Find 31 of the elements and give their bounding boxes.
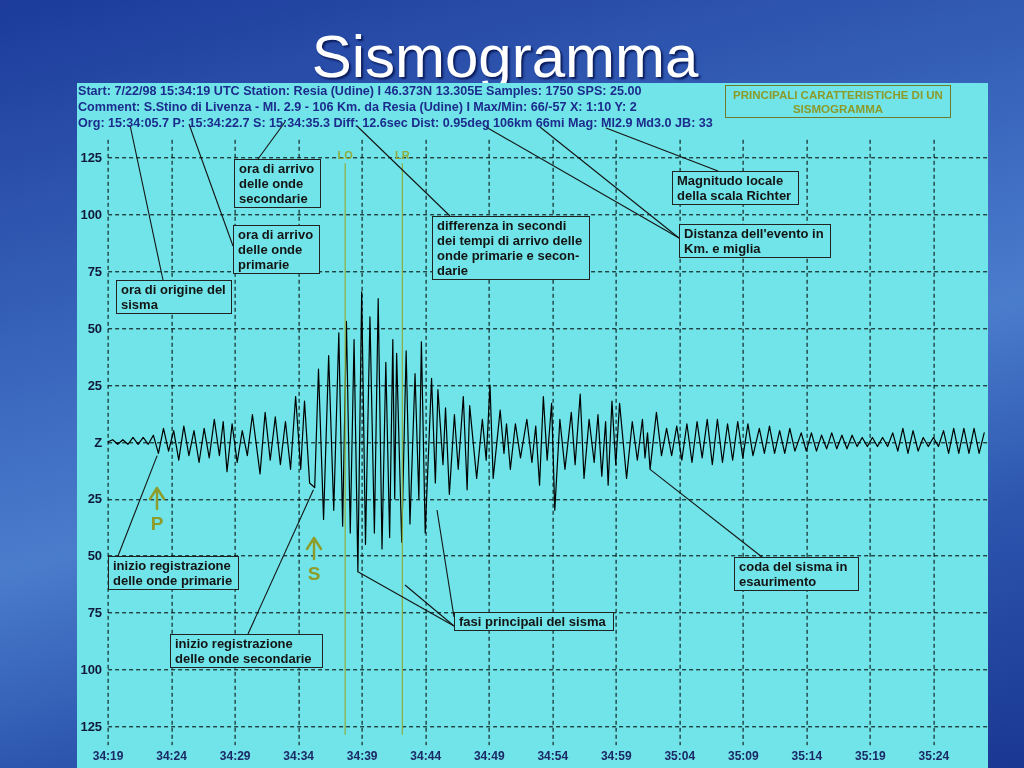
y-tick-label: 75 [87, 263, 103, 279]
x-tick-label: 34:49 [473, 749, 505, 764]
x-tick-label: 35:14 [791, 749, 823, 764]
x-tick-label: 34:29 [219, 749, 251, 764]
y-tick-label: 25 [87, 491, 103, 507]
x-tick-label: 34:39 [346, 749, 378, 764]
text: Org: 15:34:05.7 P: 15:34:22.7 S: 15:34:35.3 Diff: 12.6sec Dist: 0.95deg 106km 66mi Mag: Ml2.9 Md3.0 JB: 33 [78, 116, 713, 131]
x-tick-label: 34:59 [600, 749, 632, 764]
y-tick-label: Z [94, 434, 103, 450]
x-tick-label: 34:19 [92, 749, 124, 764]
y-tick-label: 125 [80, 718, 103, 734]
y-tick-label: 50 [87, 320, 103, 336]
ref-line-label: LR [395, 149, 410, 162]
x-tick-label: 34:34 [283, 749, 315, 764]
y-tick-label: 125 [80, 150, 103, 166]
x-tick-label: 35:04 [664, 749, 696, 764]
text: Comment: S.Stino di Livenza - Ml. 2.9 - 106 Km. da Resia (Udine) I Max/Min: 66/-57 X: 1:10 Y: 2 [78, 100, 637, 115]
x-tick-label: 34:44 [410, 749, 442, 764]
y-tick-label: 50 [87, 548, 103, 564]
x-tick-label: 34:54 [537, 749, 569, 764]
x-tick-label: 35:19 [855, 749, 887, 764]
y-tick-label: 100 [80, 206, 103, 222]
annotation: P [150, 512, 164, 534]
x-tick-label: 35:09 [727, 749, 759, 764]
y-tick-label: 75 [87, 605, 103, 621]
y-tick-label: 100 [80, 662, 103, 678]
x-tick-label: 35:24 [918, 749, 950, 764]
x-tick-label: 34:24 [156, 749, 188, 764]
annotation: S [307, 562, 321, 584]
y-tick-label: 25 [87, 377, 103, 393]
ref-line-label: LO [337, 149, 354, 162]
